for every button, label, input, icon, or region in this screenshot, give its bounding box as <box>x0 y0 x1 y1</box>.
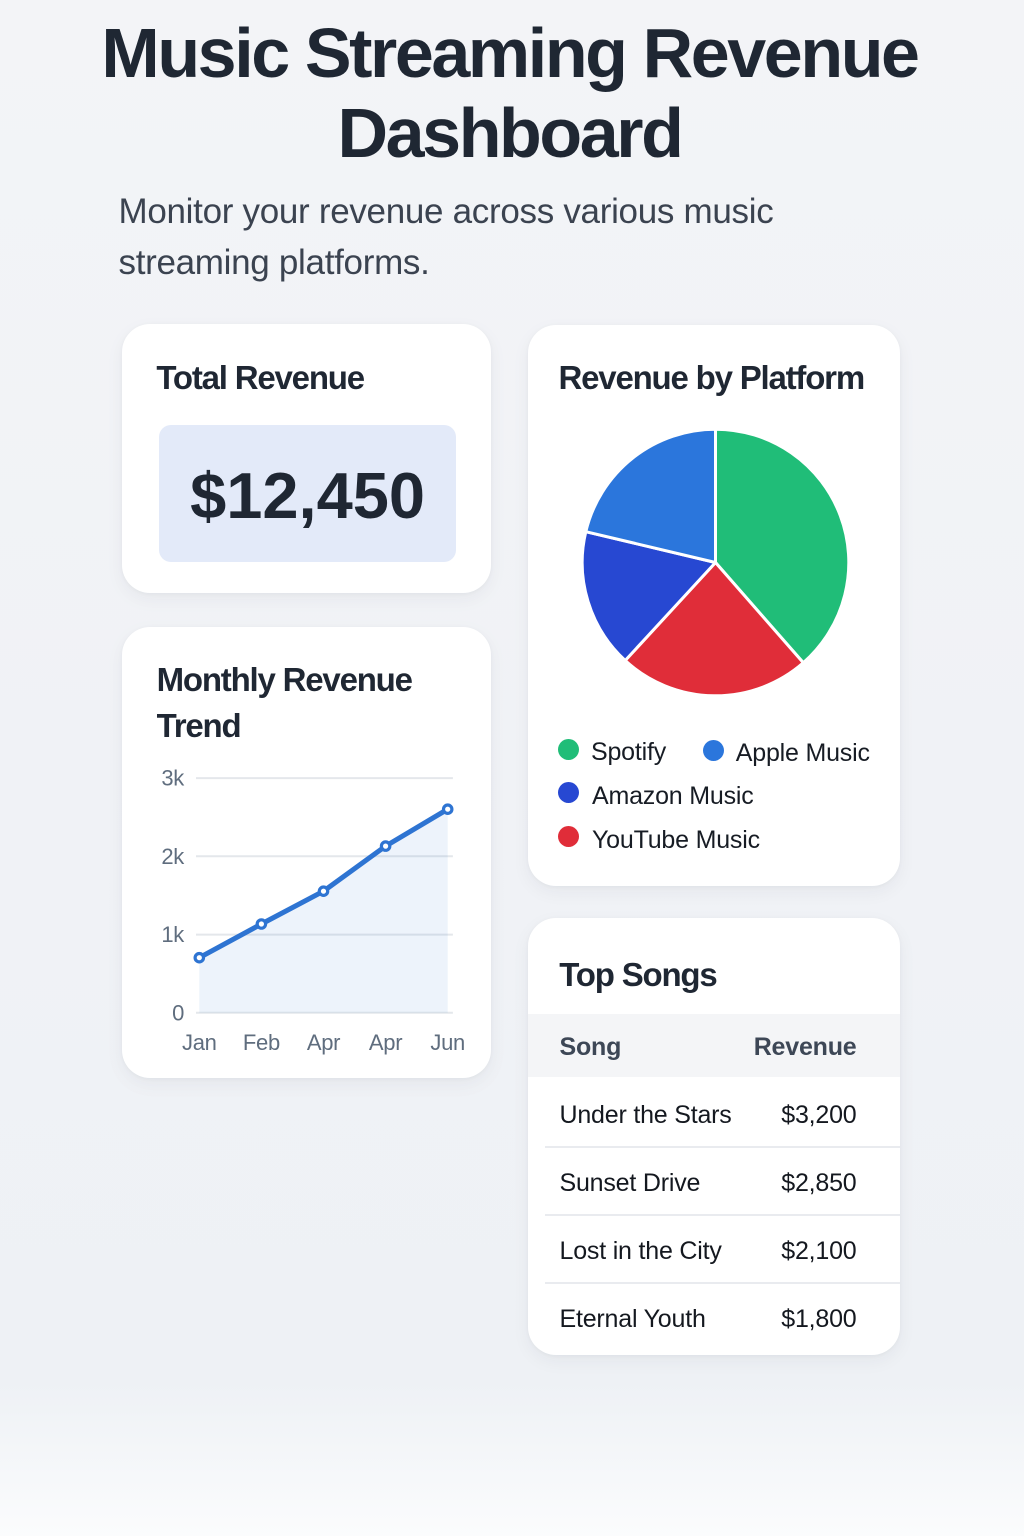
svg-text:Feb: Feb <box>243 1030 280 1055</box>
svg-text:1k: 1k <box>161 922 185 947</box>
svg-text:3k: 3k <box>161 766 185 791</box>
svg-text:2k: 2k <box>161 844 185 869</box>
svg-text:Apr: Apr <box>369 1030 402 1055</box>
svg-text:Jun: Jun <box>430 1030 465 1055</box>
svg-text:Jan: Jan <box>182 1030 217 1055</box>
svg-text:Apr: Apr <box>307 1030 340 1055</box>
svg-text:0: 0 <box>172 1000 184 1025</box>
